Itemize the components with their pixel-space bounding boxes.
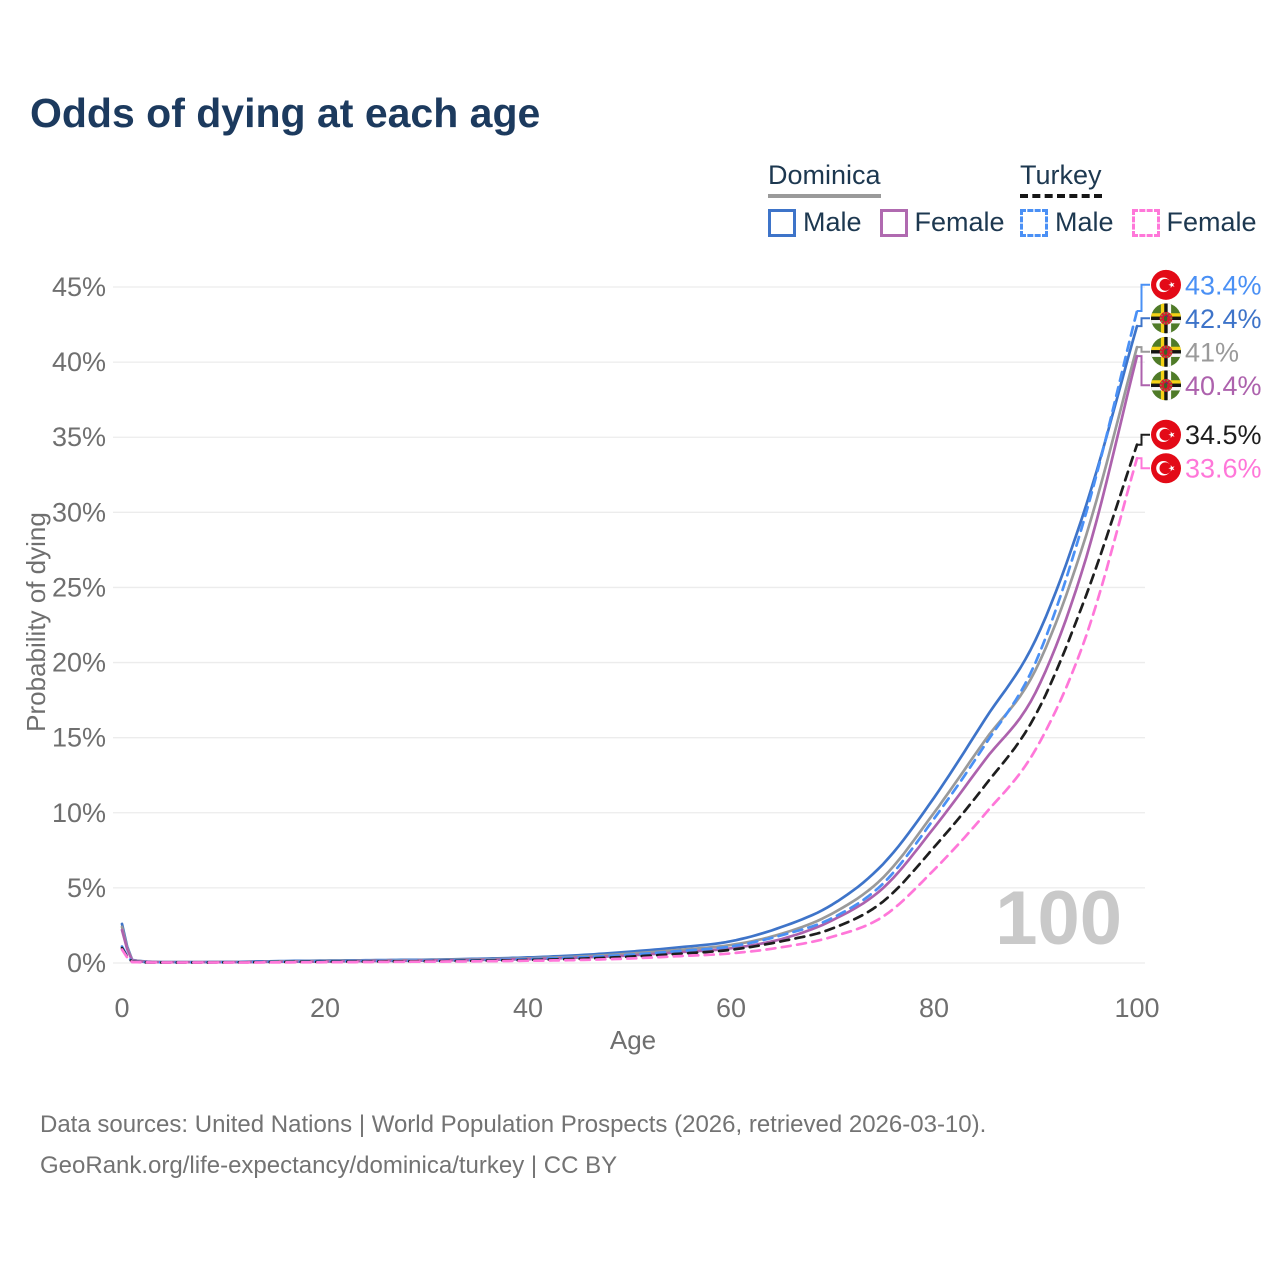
y-axis-title: Probability of dying (21, 512, 51, 732)
data-source-footer: Data sources: United Nations | World Pop… (40, 1104, 986, 1186)
legend-item-label: Female (1166, 207, 1257, 237)
dominica-flag-icon (1151, 370, 1181, 401)
attribution-line: GeoRank.org/life-expectancy/dominica/tur… (40, 1152, 618, 1179)
end-label-connector (1137, 317, 1150, 328)
end-label-connector (1137, 346, 1150, 353)
legend-group-dominica: Dominica Male Female (768, 160, 1023, 238)
end-label-connector (1137, 457, 1150, 470)
hover-age-watermark: 100 (995, 876, 1122, 961)
y-tick-label: 20% (52, 648, 106, 678)
end-value-label-dominica-female: 40.4% (1185, 371, 1262, 401)
turkey-flag-icon (1151, 419, 1181, 450)
legend-item-turkey-male[interactable]: Male (1020, 207, 1114, 238)
legend-item-dominica-female[interactable]: Female (879, 207, 1005, 238)
series-line-turkey-both-sexes[interactable] (120, 443, 1139, 964)
x-tick-label: 0 (114, 993, 129, 1023)
legend-item-label: Female (914, 207, 1005, 237)
series-line-dominica-both-sexes[interactable] (120, 345, 1139, 964)
turkey-male-swatch-icon (1020, 208, 1048, 237)
legend-group-turkey: Turkey Male Female (1020, 160, 1275, 238)
x-tick-label: 100 (1114, 993, 1159, 1023)
dominica-flag-icon (1151, 336, 1181, 367)
end-value-label-dominica-male: 42.4% (1185, 304, 1262, 334)
end-label-connector (1137, 283, 1150, 312)
y-tick-label: 10% (52, 798, 106, 828)
turkey-flag-icon (1151, 269, 1181, 300)
turkey-female-swatch-icon (1131, 208, 1160, 237)
dominica-female-swatch-icon (879, 208, 908, 237)
y-tick-label: 30% (52, 497, 106, 527)
series-line-turkey-female[interactable] (120, 456, 1139, 964)
legend-country-turkey[interactable]: Turkey (1020, 160, 1102, 198)
y-tick-label: 0% (67, 948, 106, 978)
y-tick-label: 25% (52, 572, 106, 602)
legend-item-turkey-female[interactable]: Female (1131, 207, 1257, 238)
legend-item-label: Male (1055, 207, 1114, 237)
end-label-connector (1137, 355, 1150, 387)
y-tick-label: 35% (52, 422, 106, 452)
y-tick-label: 40% (52, 347, 106, 377)
series-line-dominica-female[interactable] (120, 354, 1139, 964)
x-tick-label: 60 (716, 993, 746, 1023)
turkey-flag-icon (1151, 453, 1181, 484)
series-line-dominica-male[interactable] (120, 324, 1139, 964)
page-title: Odds of dying at each age (30, 90, 541, 136)
end-value-label-turkey-male: 43.4% (1185, 270, 1262, 300)
y-tick-label: 15% (52, 723, 106, 753)
x-tick-label: 40 (513, 993, 543, 1023)
x-axis-title: Age (610, 1025, 656, 1055)
x-tick-label: 80 (919, 993, 949, 1023)
legend-item-dominica-male[interactable]: Male (768, 207, 862, 238)
end-value-label-turkey-female: 33.6% (1185, 454, 1262, 484)
legend-country-dominica[interactable]: Dominica (768, 160, 881, 198)
dominica-flag-icon (1151, 303, 1181, 334)
y-tick-label: 5% (67, 873, 106, 903)
y-tick-label: 45% (52, 272, 106, 302)
series-line-turkey-male[interactable] (120, 309, 1139, 964)
data-source-line: Data sources: United Nations | World Pop… (40, 1111, 987, 1138)
end-value-label-dominica-both-sexes: 41% (1185, 337, 1239, 367)
end-label-connector (1137, 433, 1150, 446)
x-tick-label: 20 (310, 993, 340, 1023)
legend-item-label: Male (803, 207, 862, 237)
end-value-label-turkey-both-sexes: 34.5% (1185, 420, 1262, 450)
dominica-male-swatch-icon (768, 208, 796, 237)
